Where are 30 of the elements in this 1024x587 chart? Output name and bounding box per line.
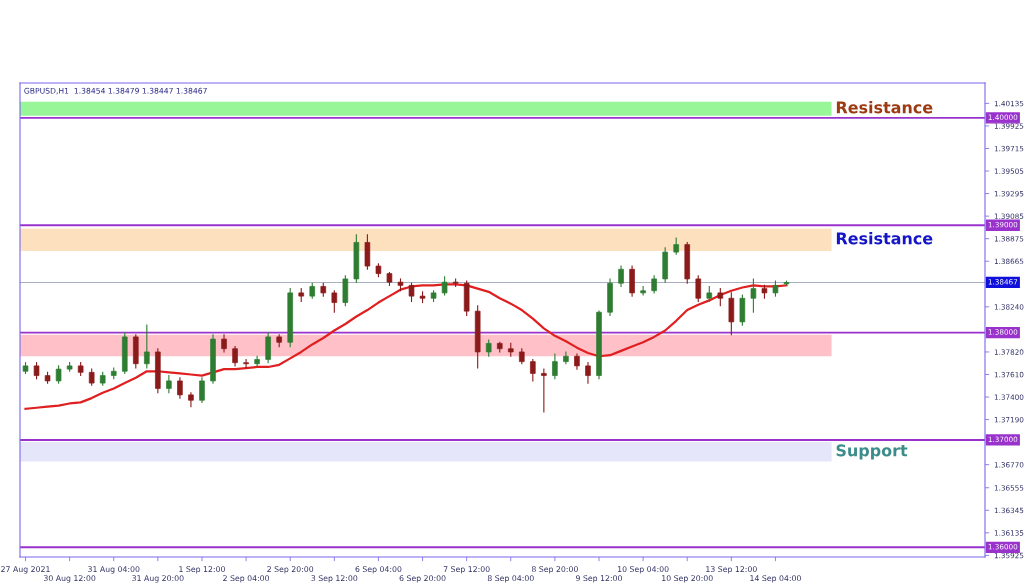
- candlestick: [695, 275, 702, 303]
- candlestick: [243, 358, 249, 369]
- candlestick: [177, 377, 183, 399]
- candlestick: [618, 265, 624, 288]
- candlestick: [552, 353, 558, 380]
- candlestick: [265, 332, 271, 364]
- line-series: [24, 283, 788, 410]
- candlestick: [739, 294, 746, 326]
- candlestick: [166, 375, 172, 394]
- candlestick: [144, 324, 150, 369]
- candlestick: [728, 292, 735, 336]
- candlestick: [750, 278, 757, 313]
- candlestick: [331, 290, 338, 313]
- candlestick: [541, 368, 547, 413]
- candlestick: [408, 282, 415, 303]
- candlestick: [364, 234, 371, 270]
- band-label: Support: [836, 444, 908, 460]
- candlestick: [254, 355, 260, 367]
- candlestick: [232, 346, 238, 367]
- candlestick: [188, 392, 194, 408]
- candlestick: [342, 275, 349, 307]
- candlestick: [563, 351, 569, 365]
- candlestick: [199, 377, 205, 403]
- candlestick: [441, 276, 448, 296]
- band-label: Resistance: [836, 232, 933, 245]
- candlestick: [629, 265, 635, 297]
- candlestick: [585, 362, 591, 384]
- band-label: Resistance: [836, 101, 933, 114]
- candlestick: [530, 358, 536, 382]
- candlestick: [640, 285, 646, 296]
